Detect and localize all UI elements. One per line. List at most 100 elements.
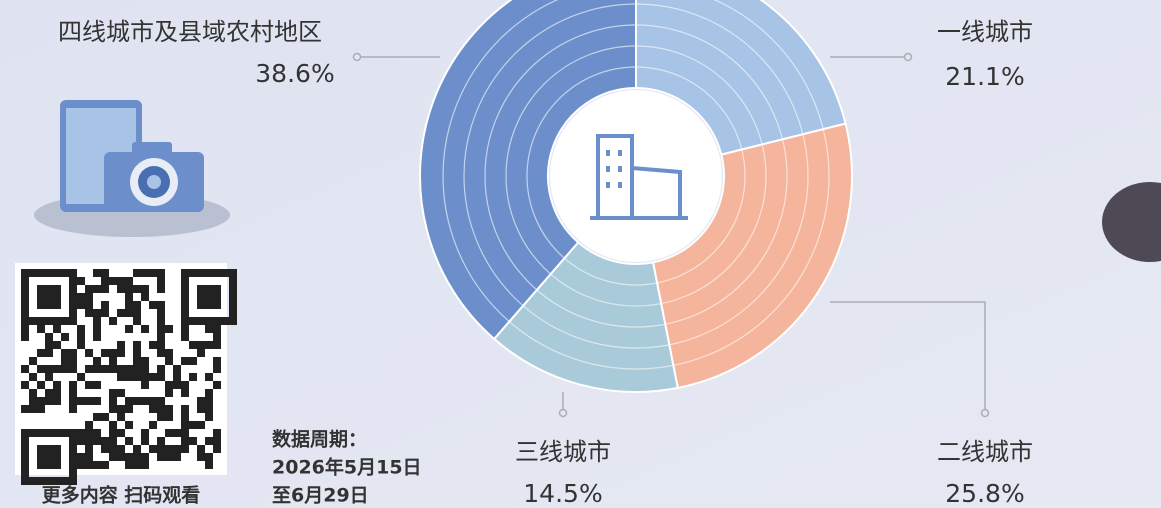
qr-cell bbox=[165, 389, 173, 397]
qr-cell bbox=[85, 453, 93, 461]
qr-cell bbox=[61, 365, 69, 373]
qr-cell bbox=[85, 421, 93, 429]
qr-cell bbox=[77, 325, 85, 333]
qr-cell bbox=[109, 421, 117, 429]
qr-cell bbox=[181, 445, 189, 453]
qr-cell bbox=[101, 461, 109, 469]
qr-cell bbox=[45, 365, 53, 373]
qr-cell bbox=[101, 301, 109, 309]
qr-cell bbox=[85, 397, 93, 405]
qr-cell bbox=[101, 349, 109, 357]
qr-cell bbox=[205, 341, 213, 349]
qr-cell bbox=[125, 373, 133, 381]
qr-cell bbox=[85, 301, 93, 309]
qr-cell bbox=[53, 389, 61, 397]
qr-cell bbox=[173, 381, 181, 389]
qr-cell bbox=[173, 429, 181, 437]
qr-cell bbox=[21, 325, 29, 333]
qr-cell bbox=[109, 277, 117, 285]
qr-cell bbox=[165, 381, 173, 389]
value-label: 21.1% bbox=[945, 62, 1024, 91]
qr-cell bbox=[29, 373, 37, 381]
qr-cell bbox=[141, 381, 149, 389]
qr-cell bbox=[125, 309, 133, 317]
qr-cell bbox=[101, 365, 109, 373]
qr-cell bbox=[125, 461, 133, 469]
slice bbox=[635, 0, 847, 156]
qr-cell bbox=[125, 405, 133, 413]
qr-cell bbox=[181, 413, 189, 421]
qr-cell bbox=[125, 277, 133, 285]
qr-cell bbox=[213, 325, 221, 333]
qr-cell bbox=[93, 309, 101, 317]
slice-label: 四线城市及县域农村地区 bbox=[58, 18, 322, 46]
qr-cell bbox=[101, 445, 109, 453]
slice-label: 一线城市 bbox=[937, 18, 1033, 46]
qr-cell bbox=[213, 333, 221, 341]
qr-cell bbox=[213, 381, 221, 389]
qr-cell bbox=[45, 333, 53, 341]
qr-cell bbox=[181, 389, 189, 397]
qr-cell bbox=[157, 349, 165, 357]
qr-cell bbox=[157, 269, 165, 277]
qr-cell bbox=[165, 357, 173, 365]
qr-cell bbox=[141, 373, 149, 381]
qr-cell bbox=[205, 373, 213, 381]
qr-cell bbox=[101, 309, 109, 317]
qr-cell bbox=[85, 429, 93, 437]
building-icon bbox=[590, 134, 688, 220]
qr-finder bbox=[181, 269, 237, 325]
qr-cell bbox=[93, 357, 101, 365]
slice bbox=[492, 240, 679, 393]
qr-cell bbox=[93, 413, 101, 421]
qr-cell bbox=[157, 397, 165, 405]
qr-cell bbox=[85, 309, 93, 317]
qr-cell bbox=[157, 453, 165, 461]
center bbox=[550, 90, 722, 262]
qr-cell bbox=[53, 365, 61, 373]
qr-finder bbox=[21, 429, 77, 485]
annotation: 数据周期： bbox=[272, 428, 367, 451]
qr-cell bbox=[181, 429, 189, 437]
qr-cell bbox=[205, 389, 213, 397]
qr-cell bbox=[133, 397, 141, 405]
qr-cell bbox=[93, 269, 101, 277]
qr-cell bbox=[117, 277, 125, 285]
qr-cell bbox=[181, 325, 189, 333]
qr-cell bbox=[109, 405, 117, 413]
qr-finder bbox=[21, 269, 77, 325]
qr-cell bbox=[133, 285, 141, 293]
qr-cell bbox=[165, 325, 173, 333]
qr-cell bbox=[157, 405, 165, 413]
qr-cell bbox=[141, 397, 149, 405]
qr-cell bbox=[149, 421, 157, 429]
qr-cell bbox=[157, 365, 165, 373]
qr-cell bbox=[101, 437, 109, 445]
qr-cell bbox=[213, 341, 221, 349]
qr-cell bbox=[21, 365, 29, 373]
qr-cell bbox=[109, 389, 117, 397]
building-icon bbox=[590, 134, 688, 220]
qr-cell bbox=[125, 325, 133, 333]
qr-cell bbox=[117, 413, 125, 421]
qr-cell bbox=[125, 397, 133, 405]
qr-cell bbox=[93, 429, 101, 437]
qr-cell bbox=[133, 269, 141, 277]
qr-cell bbox=[141, 429, 149, 437]
annotation: 2026年5月15日 bbox=[272, 456, 422, 479]
qr-cell bbox=[37, 365, 45, 373]
slice-label: 三线城市 bbox=[515, 438, 611, 466]
qr-cell bbox=[181, 381, 189, 389]
qr-cell bbox=[165, 453, 173, 461]
qr-cell bbox=[93, 333, 101, 341]
qr-cell bbox=[77, 373, 85, 381]
qr-cell bbox=[101, 285, 109, 293]
qr-cell bbox=[189, 421, 197, 429]
qr-cell bbox=[29, 389, 37, 397]
qr-cell bbox=[85, 285, 93, 293]
qr-cell bbox=[141, 285, 149, 293]
ring-line bbox=[463, 3, 809, 349]
qr-code bbox=[15, 263, 237, 485]
qr-cell bbox=[93, 461, 101, 469]
